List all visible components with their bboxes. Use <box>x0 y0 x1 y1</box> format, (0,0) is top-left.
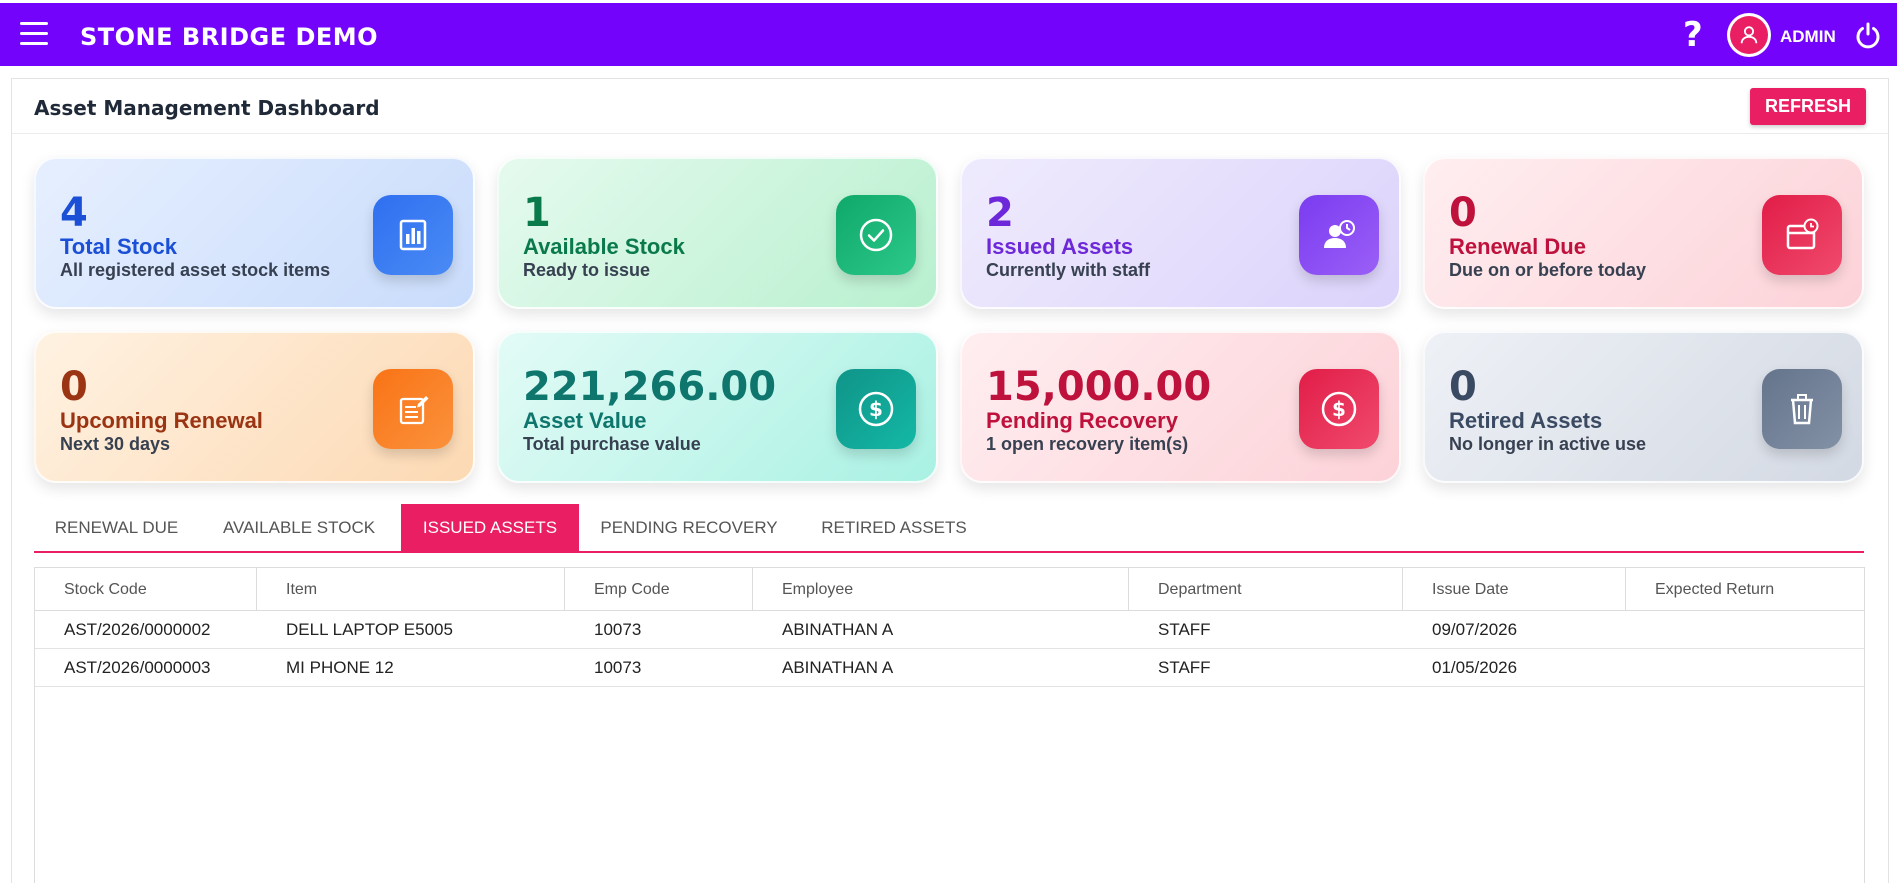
column-header[interactable]: Emp Code <box>565 568 753 611</box>
issued-assets-subtitle: Currently with staff <box>986 260 1151 280</box>
total-stock-subtitle: All registered asset stock items <box>60 260 331 280</box>
issued-assets-table: Stock Code Item Emp Code Employee Depart… <box>34 567 1865 883</box>
check-circle-icon <box>836 195 916 275</box>
column-header[interactable]: Department <box>1129 568 1403 611</box>
column-header[interactable]: Expected Return <box>1655 581 1775 598</box>
top-bar: STONE BRIDGE DEMO ? ADMIN <box>0 0 1897 66</box>
pending-recovery-value: 15,000.00 <box>986 364 1212 410</box>
upcoming-renewal-subtitle: Next 30 days <box>60 434 171 454</box>
card-total-stock[interactable]: 4 Total Stock All registered asset stock… <box>34 157 475 309</box>
trash-icon <box>1762 369 1842 449</box>
card-issued-assets[interactable]: 2 Issued Assets Currently with staff <box>960 157 1401 309</box>
cell-emp-code: 10073 <box>594 658 642 677</box>
tab-renewal-due[interactable]: RENEWAL DUE <box>54 518 179 537</box>
total-stock-label: Total Stock <box>60 234 177 259</box>
tab-bar: RENEWAL DUE AVAILABLE STOCK ISSUED ASSET… <box>34 504 1864 553</box>
column-header[interactable]: Issue Date <box>1403 568 1626 611</box>
cell-employee: ABINATHAN A <box>782 658 894 677</box>
svg-text:$: $ <box>1332 397 1346 421</box>
cell-issue-date: 01/05/2026 <box>1432 658 1518 677</box>
retired-assets-subtitle: No longer in active use <box>1449 434 1647 454</box>
page-title: Asset Management Dashboard <box>34 96 380 120</box>
issued-assets-value: 2 <box>986 190 1014 236</box>
renewal-due-label: Renewal Due <box>1449 234 1586 259</box>
power-icon[interactable] <box>1853 20 1883 55</box>
user-clock-icon <box>1299 195 1379 275</box>
svg-text:$: $ <box>869 397 883 421</box>
menu-icon[interactable] <box>20 22 48 46</box>
tab-available-stock[interactable]: AVAILABLE STOCK <box>222 518 376 537</box>
retired-assets-label: Retired Assets <box>1449 408 1603 433</box>
edit-document-icon <box>373 369 453 449</box>
card-available-stock[interactable]: 1 Available Stock Ready to issue <box>497 157 938 309</box>
user-name[interactable]: ADMIN <box>1780 27 1836 46</box>
panel-header: Asset Management Dashboard REFRESH <box>12 79 1888 134</box>
table-row[interactable]: AST/2026/0000003 MI PHONE 12 10073 ABINA… <box>35 649 1864 687</box>
cell-stock-code: AST/2026/0000002 <box>64 620 211 639</box>
cell-employee: ABINATHAN A <box>782 620 894 639</box>
refresh-button[interactable]: REFRESH <box>1750 88 1866 125</box>
cell-department: STAFF <box>1158 658 1211 677</box>
renewal-due-subtitle: Due on or before today <box>1449 260 1647 280</box>
table-row[interactable]: AST/2026/0000002 DELL LAPTOP E5005 10073… <box>35 611 1864 649</box>
cell-item: MI PHONE 12 <box>286 658 394 677</box>
asset-value-subtitle: Total purchase value <box>523 434 701 454</box>
avatar[interactable] <box>1727 13 1771 57</box>
bar-chart-icon <box>373 195 453 275</box>
pending-recovery-label: Pending Recovery <box>986 408 1178 433</box>
upcoming-renewal-value: 0 <box>60 364 88 410</box>
asset-value-label: Asset Value <box>523 408 647 433</box>
card-renewal-due[interactable]: 0 Renewal Due Due on or before today <box>1423 157 1864 309</box>
tab-pending-recovery[interactable]: PENDING RECOVERY <box>600 518 778 537</box>
column-header[interactable]: Employee <box>753 568 1129 611</box>
column-header[interactable]: Item <box>257 568 565 611</box>
card-retired-assets[interactable]: 0 Retired Assets No longer in active use <box>1423 331 1864 483</box>
card-asset-value[interactable]: 221,266.00 Asset Value Total purchase va… <box>497 331 938 483</box>
help-icon[interactable]: ? <box>1683 15 1703 55</box>
dollar-circle-icon: $ <box>1299 369 1379 449</box>
cell-emp-code: 10073 <box>594 620 642 639</box>
app-title: STONE BRIDGE DEMO <box>80 23 379 51</box>
cell-stock-code: AST/2026/0000003 <box>64 658 211 677</box>
issued-assets-label: Issued Assets <box>986 234 1134 259</box>
dollar-circle-icon: $ <box>836 369 916 449</box>
available-stock-subtitle: Ready to issue <box>523 260 651 280</box>
total-stock-value: 4 <box>60 190 88 236</box>
card-pending-recovery[interactable]: 15,000.00 Pending Recovery 1 open recove… <box>960 331 1401 483</box>
upcoming-renewal-label: Upcoming Renewal <box>60 408 263 433</box>
asset-value-value: 221,266.00 <box>523 364 777 410</box>
table-header: Stock Code Item Emp Code Employee Depart… <box>35 568 1864 611</box>
tab-retired-assets[interactable]: RETIRED ASSETS <box>821 518 967 537</box>
cell-department: STAFF <box>1158 620 1211 639</box>
cell-expected-return <box>1626 649 1655 687</box>
pending-recovery-subtitle: 1 open recovery item(s) <box>986 434 1189 454</box>
card-upcoming-renewal[interactable]: 0 Upcoming Renewal Next 30 days <box>34 331 475 483</box>
column-header[interactable]: Stock Code <box>35 568 257 611</box>
retired-assets-value: 0 <box>1449 364 1477 410</box>
cell-expected-return <box>1626 611 1655 649</box>
tab-issued-assets[interactable]: ISSUED ASSETS <box>401 504 579 551</box>
cell-item: DELL LAPTOP E5005 <box>286 620 453 639</box>
renewal-due-value: 0 <box>1449 190 1477 236</box>
user-icon <box>1730 16 1768 54</box>
available-stock-label: Available Stock <box>523 234 685 259</box>
available-stock-value: 1 <box>523 190 551 236</box>
calendar-clock-icon <box>1762 195 1842 275</box>
cell-issue-date: 09/07/2026 <box>1432 620 1518 639</box>
